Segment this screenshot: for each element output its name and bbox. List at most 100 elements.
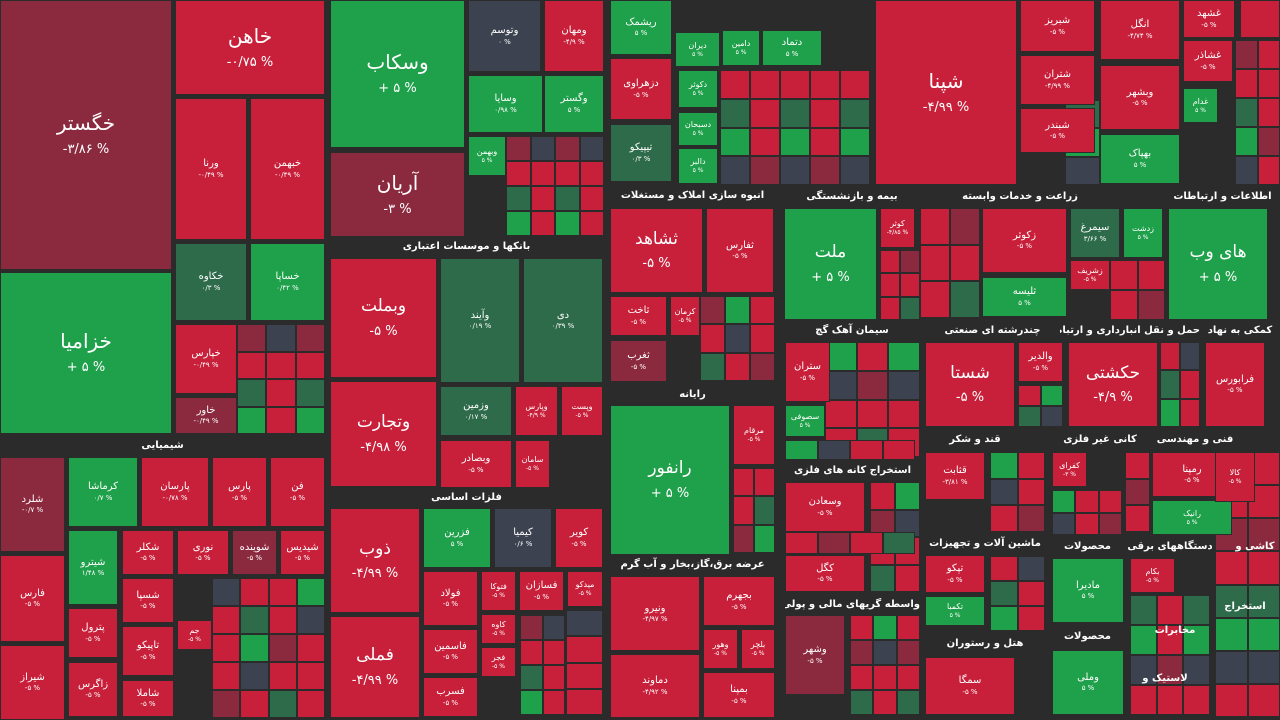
stock-tile[interactable]: کویر -۵ % (555, 508, 603, 568)
stock-tile[interactable]: شپنا -۴/۹۹ % (875, 0, 1017, 185)
stock-tile[interactable]: بکام -۵ % (1130, 558, 1175, 593)
stock-tile[interactable]: شستا -۵ % (925, 342, 1015, 427)
stock-tile[interactable]: خزامیا + ۵ % (0, 272, 172, 434)
stock-tile[interactable]: وبملت -۵ % (330, 258, 437, 378)
stock-tile[interactable]: ثغرب -۵ % (610, 340, 667, 382)
stock-tile[interactable]: دکوثر ۵ % (678, 70, 718, 108)
stock-tile[interactable]: تیپیکو ۰/۳ % (610, 124, 672, 182)
stock-tile[interactable]: کگل -۵ % (785, 555, 865, 592)
stock-tile[interactable]: شبریز -۵ % (1020, 0, 1095, 52)
stock-tile[interactable]: شکلر -۵ % (122, 530, 174, 575)
stock-tile[interactable]: وپست -۵ % (561, 386, 603, 436)
stock-tile[interactable]: فن -۵ % (270, 457, 325, 527)
stock-tile[interactable]: فملی -۴/۹۹ % (330, 616, 420, 718)
stock-tile[interactable]: وبصادر -۵ % (440, 440, 512, 488)
stock-tile[interactable]: پارس -۵ % (212, 457, 267, 527)
stock-tile[interactable]: خبهمن -۰/۴۹ % (250, 98, 325, 240)
stock-tile[interactable]: ستران -۵ % (785, 342, 830, 402)
stock-tile[interactable]: قثابت -۳/۸۱ % (925, 452, 985, 500)
stock-tile[interactable]: مرقام -۵ % (733, 405, 775, 465)
stock-tile[interactable]: وتوسم ۰ % (468, 0, 541, 72)
stock-tile[interactable]: رانفور + ۵ % (610, 405, 730, 555)
stock-tile[interactable]: شیترو ۱/۴۸ % (68, 530, 118, 605)
stock-tile[interactable]: فرابورس -۵ % (1205, 342, 1265, 427)
stock-tile[interactable]: مادیرا ۵ % (1052, 558, 1124, 623)
stock-tile[interactable]: زکوثر -۵ % (982, 208, 1067, 273)
stock-tile[interactable]: دی ۰/۳۹ % (523, 258, 603, 383)
stock-tile[interactable]: میدکو -۵ % (567, 571, 603, 607)
stock-tile[interactable]: ونیرو -۴/۹۷ % (610, 576, 700, 651)
stock-tile[interactable]: ثاخت -۵ % (610, 296, 667, 336)
stock-tile[interactable]: بلچر -۵ % (741, 629, 775, 669)
stock-tile[interactable]: زاگرس -۵ % (68, 662, 118, 717)
stock-tile[interactable]: پارسان -۰/۷۸ % (141, 457, 209, 527)
stock-tile[interactable]: وگستر ۵ % (544, 75, 604, 133)
stock-tile[interactable]: خاهن -۰/۷۵ % (175, 0, 325, 95)
stock-tile[interactable]: خپارس -۰/۴۹ % (175, 324, 237, 394)
stock-tile[interactable]: کفرای -۳ % (1052, 452, 1087, 487)
stock-tile[interactable]: ریشمک ۵ % (610, 0, 672, 55)
stock-tile[interactable]: دامین ۵ % (722, 30, 760, 66)
stock-tile[interactable]: سیمرغ ۳/۶۶ % (1070, 208, 1120, 258)
stock-tile[interactable]: شیدیس -۵ % (280, 530, 325, 575)
stock-tile[interactable]: فتوکا -۵ % (481, 571, 516, 611)
stock-tile[interactable]: وسعادن -۵ % (785, 482, 865, 532)
stock-tile[interactable]: وشهر -۵ % (785, 615, 845, 695)
stock-tile[interactable]: دتماد ۵ % (762, 30, 822, 66)
stock-tile[interactable]: کالا -۵ % (1215, 452, 1255, 502)
stock-tile[interactable]: آریان -۳ % (330, 152, 465, 237)
stock-tile[interactable]: شاملا -۵ % (122, 680, 174, 717)
stock-tile[interactable]: شبندر -۵ % (1020, 108, 1095, 153)
stock-tile[interactable]: پترول -۵ % (68, 608, 118, 658)
stock-tile[interactable]: رانیک ۵ % (1152, 500, 1232, 535)
stock-tile[interactable]: والدیر -۵ % (1018, 342, 1063, 382)
stock-tile[interactable]: سصوفی ۵ % (785, 405, 825, 437)
stock-tile[interactable]: ملت + ۵ % (784, 208, 877, 320)
stock-tile[interactable]: نوری -۵ % (177, 530, 229, 575)
stock-tile[interactable]: فزرین ۵ % (423, 508, 491, 568)
stock-tile[interactable]: وزمین ۰/۱۷ % (440, 386, 512, 436)
stock-tile[interactable]: خگستر -۳/۸۶ % (0, 0, 172, 270)
stock-tile[interactable]: تپکو -۵ % (925, 555, 985, 593)
stock-tile[interactable]: کرمان -۵ % (670, 296, 700, 336)
stock-tile[interactable]: وبهمن ۵ % (468, 136, 506, 176)
stock-tile[interactable]: فاسمین -۵ % (423, 629, 478, 674)
stock-tile[interactable]: فارس -۵ % (0, 555, 65, 642)
stock-tile[interactable]: سمگا -۵ % (925, 657, 1015, 715)
stock-tile[interactable]: غشهد -۵ % (1183, 0, 1235, 38)
stock-tile[interactable]: وسکاب + ۵ % (330, 0, 465, 148)
stock-tile[interactable]: بجهرم -۵ % (703, 576, 775, 626)
stock-tile[interactable]: فجر -۵ % (481, 647, 516, 677)
stock-tile[interactable]: فسازان -۵ % (519, 571, 564, 611)
stock-tile[interactable]: دالبر ۵ % (678, 148, 718, 184)
stock-tile[interactable]: بمپنا -۵ % (703, 672, 775, 718)
stock-tile[interactable]: کوثر -۴/۸۵ % (880, 208, 915, 248)
stock-tile[interactable]: شسپا -۵ % (122, 578, 174, 623)
stock-tile[interactable]: دماوند -۴/۹۲ % (610, 654, 700, 718)
stock-tile[interactable]: سامان -۵ % (515, 440, 550, 488)
stock-tile[interactable]: شیراز -۵ % (0, 645, 65, 720)
stock-tile[interactable]: غدام ۵ % (1183, 88, 1218, 123)
stock-tile[interactable]: تاپیکو -۵ % (122, 626, 174, 676)
stock-tile[interactable]: ومهان -۴/۹ % (544, 0, 604, 72)
stock-tile[interactable]: شتران -۴/۹۹ % (1020, 55, 1095, 105)
stock-tile[interactable]: وملی ۵ % (1052, 650, 1124, 715)
stock-tile[interactable]: شوینده -۵ % (232, 530, 277, 575)
stock-tile[interactable]: ورنا -۰/۴۹ % (175, 98, 247, 240)
stock-tile[interactable]: فولاد -۵ % (423, 571, 478, 626)
stock-tile[interactable]: دیران ۵ % (675, 32, 720, 67)
stock-tile[interactable]: وبشهر -۵ % (1100, 65, 1180, 130)
stock-tile[interactable]: وپارس -۴/۹ % (515, 386, 558, 436)
stock-tile[interactable]: غشاذر -۵ % (1183, 40, 1233, 82)
stock-tile[interactable]: فسرب -۵ % (423, 677, 478, 717)
stock-tile[interactable]: ثشاهد -۵ % (610, 208, 703, 293)
stock-tile[interactable]: ذوب -۴/۹۹ % (330, 508, 420, 613)
stock-tile[interactable]: ثفارس -۵ % (706, 208, 774, 293)
stock-tile[interactable]: خساپا ۰/۴۲ % (250, 243, 325, 321)
stock-tile[interactable]: های وب + ۵ % (1168, 208, 1268, 320)
stock-tile[interactable]: وآیند ۰/۱۹ % (440, 258, 520, 383)
stock-tile[interactable]: وهور -۵ % (703, 629, 738, 669)
stock-tile[interactable]: کرماشا ۰/۷ % (68, 457, 138, 527)
stock-tile[interactable]: وسایا ۰/۹۸ % (468, 75, 543, 133)
stock-tile[interactable]: دسبحان ۵ % (678, 112, 718, 146)
